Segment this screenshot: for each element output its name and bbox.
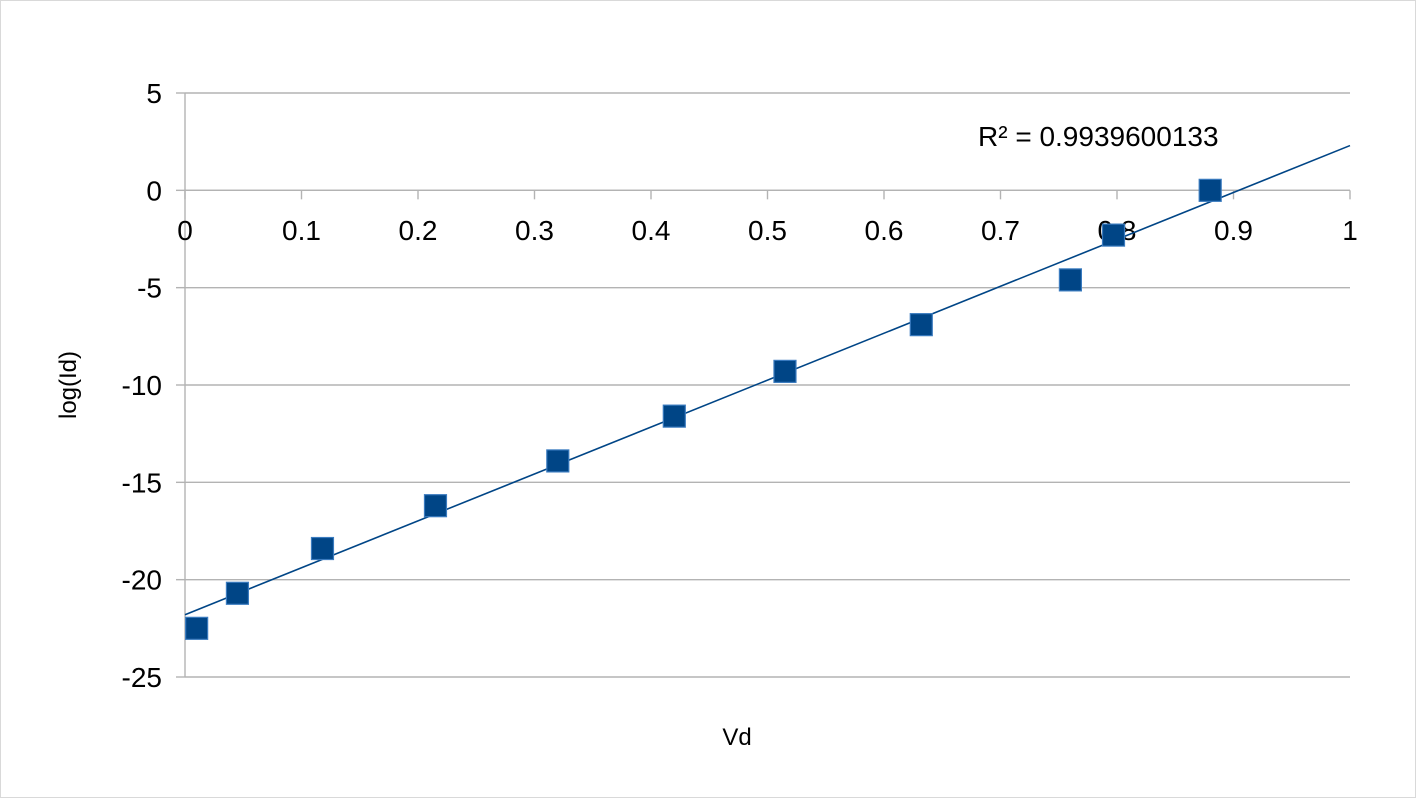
x-tick-label: 0.1 [282, 215, 321, 246]
y-tick-label: -25 [122, 662, 162, 693]
axes: 5 0 -5 -10 -15 -20 -25 0 0.1 0.2 0.3 0.4 0.5 0.6 0.7 0.… [122, 78, 1358, 693]
y-tick-label: -20 [122, 565, 162, 596]
data-point [1198, 178, 1222, 202]
data-point [1101, 223, 1126, 247]
data-point [423, 494, 448, 518]
y-tick-label: 5 [146, 78, 162, 109]
data-point [773, 359, 797, 383]
x-tick-label: 0.9 [1214, 215, 1253, 246]
x-tick-label: 0.2 [399, 215, 438, 246]
gridlines [185, 92, 1350, 678]
data-points [185, 178, 1222, 640]
data-point [185, 616, 209, 640]
y-tick-label: -15 [122, 467, 162, 498]
y-axis-title: log(Id) [55, 351, 82, 419]
data-point [662, 404, 686, 428]
data-point [1058, 268, 1083, 292]
x-tick-label: 0.6 [865, 215, 904, 246]
x-axis-title: Vd [722, 724, 751, 751]
trendline [184, 144, 1351, 616]
x-tick-label: 0.3 [515, 215, 554, 246]
data-point [310, 536, 335, 561]
labels: Vd log(Id) R² = 0.9939600133 [55, 121, 1219, 751]
r-squared-annotation: R² = 0.9939600133 [978, 121, 1219, 152]
data-point [909, 313, 933, 337]
x-tick-label: 0 [177, 215, 193, 246]
y-tick-label: 0 [146, 175, 162, 206]
y-tick-label: -5 [137, 273, 162, 304]
x-tick-label: 0.5 [748, 215, 787, 246]
trendline-layer [184, 144, 1351, 616]
x-tick-label: 0.7 [981, 215, 1020, 246]
data-point [546, 449, 570, 473]
data-point [225, 581, 250, 605]
x-tick-label: 0.4 [632, 215, 671, 246]
y-tick-label: -10 [122, 370, 162, 401]
x-tick-label: 1 [1342, 215, 1358, 246]
